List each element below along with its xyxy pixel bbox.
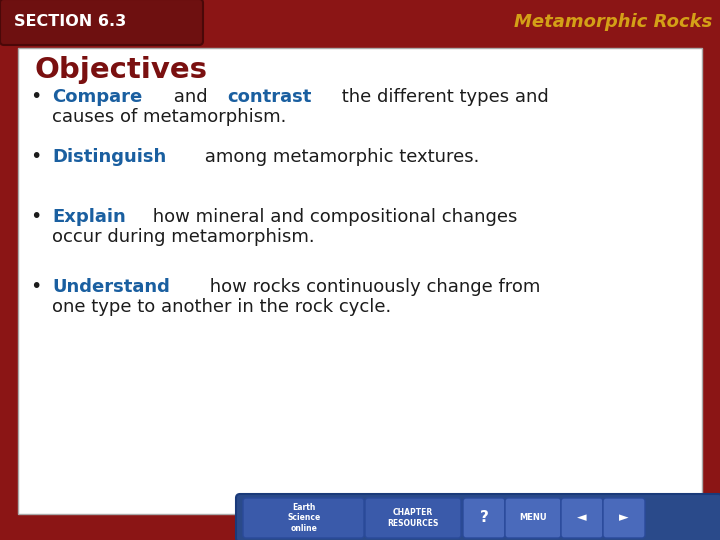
Text: Distinguish: Distinguish — [52, 148, 166, 166]
Text: Earth
Science
online: Earth Science online — [287, 503, 320, 533]
Text: MENU: MENU — [519, 514, 546, 523]
Text: Understand: Understand — [52, 278, 170, 296]
Text: •: • — [30, 147, 41, 166]
FancyBboxPatch shape — [463, 498, 505, 538]
FancyBboxPatch shape — [18, 48, 702, 514]
Text: one type to another in the rock cycle.: one type to another in the rock cycle. — [52, 298, 391, 316]
Text: Objectives: Objectives — [34, 56, 207, 84]
Text: how rocks continuously change from: how rocks continuously change from — [204, 278, 541, 296]
FancyBboxPatch shape — [505, 498, 561, 538]
FancyBboxPatch shape — [561, 498, 603, 538]
Text: the different types and: the different types and — [336, 88, 549, 106]
Text: ?: ? — [480, 510, 488, 525]
Text: ◄: ◄ — [577, 511, 587, 524]
Text: and: and — [168, 88, 214, 106]
Text: occur during metamorphism.: occur during metamorphism. — [52, 228, 315, 246]
Text: •: • — [30, 207, 41, 226]
Text: causes of metamorphism.: causes of metamorphism. — [52, 108, 287, 126]
Text: how mineral and compositional changes: how mineral and compositional changes — [147, 208, 518, 226]
FancyBboxPatch shape — [0, 0, 720, 38]
Text: contrast: contrast — [227, 88, 311, 106]
FancyBboxPatch shape — [243, 498, 364, 538]
FancyBboxPatch shape — [236, 494, 720, 540]
Text: •: • — [30, 87, 41, 106]
Text: SECTION 6.3: SECTION 6.3 — [14, 15, 126, 30]
Text: ►: ► — [619, 511, 629, 524]
FancyBboxPatch shape — [0, 0, 203, 45]
Text: •: • — [30, 277, 41, 296]
Text: Compare: Compare — [52, 88, 143, 106]
Text: among metamorphic textures.: among metamorphic textures. — [199, 148, 480, 166]
Text: Explain: Explain — [52, 208, 126, 226]
Text: CHAPTER
RESOURCES: CHAPTER RESOURCES — [387, 508, 438, 528]
FancyBboxPatch shape — [603, 498, 645, 538]
FancyBboxPatch shape — [365, 498, 461, 538]
Text: Metamorphic Rocks: Metamorphic Rocks — [513, 13, 712, 31]
